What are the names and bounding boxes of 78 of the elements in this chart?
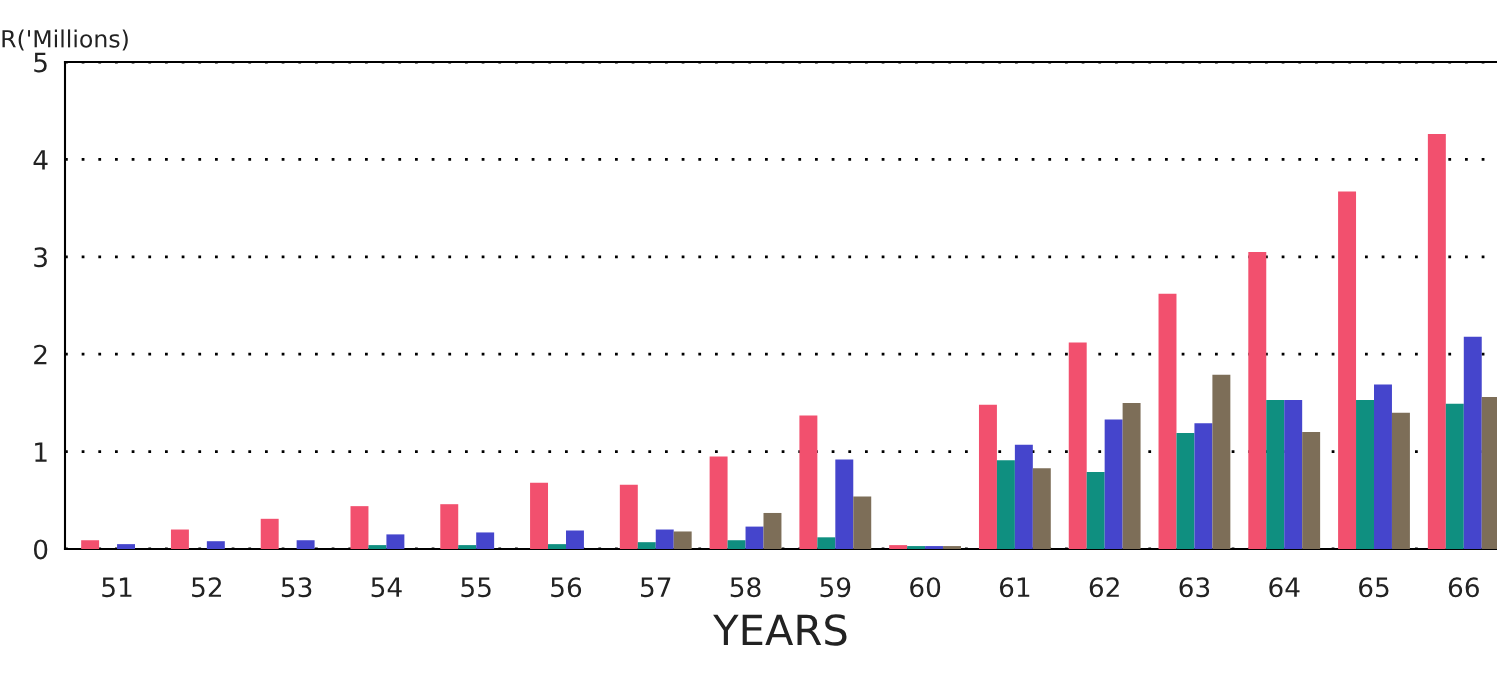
bar [799, 415, 818, 549]
bar [817, 537, 836, 549]
bar [1338, 191, 1357, 549]
y-tick-label: 1 [35, 442, 47, 462]
bar [1122, 402, 1141, 549]
bar [350, 506, 369, 549]
bar [476, 532, 495, 549]
bar [458, 545, 477, 549]
bar [1427, 134, 1446, 549]
bar [745, 526, 764, 549]
x-tick-label: 61 [999, 577, 1030, 598]
y-tick-label: 3 [34, 247, 47, 268]
bar [117, 544, 136, 549]
x-tick-label: 62 [1089, 577, 1119, 598]
y-axis-title: R('Millions) [2, 29, 128, 51]
x-tick-label: 58 [730, 577, 761, 598]
bar [889, 545, 908, 549]
x-tick-label: 52 [192, 577, 221, 598]
y-tick-label: 4 [33, 150, 48, 170]
bar [943, 546, 962, 549]
y-tick-label: 2 [34, 344, 47, 365]
x-tick-label: 56 [551, 577, 582, 598]
bar [1284, 399, 1303, 549]
bar [1391, 412, 1410, 549]
bar [296, 540, 315, 549]
x-tick-label: 63 [1179, 577, 1210, 598]
bar [673, 531, 692, 549]
bar [1068, 342, 1087, 549]
x-tick-label: 54 [371, 577, 402, 598]
bar [1194, 423, 1213, 549]
bar [1086, 472, 1105, 549]
bar [1176, 433, 1195, 549]
x-tick-label: 57 [641, 577, 671, 598]
x-tick-label: 66 [1448, 577, 1479, 598]
bar [260, 518, 279, 549]
x-tick-label: 55 [461, 577, 491, 598]
bar [1356, 399, 1374, 549]
bar [81, 540, 100, 549]
bar [709, 456, 728, 549]
bar [1032, 468, 1051, 549]
x-tick-label: 60 [910, 577, 941, 598]
bar [835, 459, 854, 549]
bar [925, 546, 944, 549]
y-tick-label: 5 [34, 52, 47, 73]
bar [1248, 251, 1267, 549]
bar [727, 540, 746, 549]
x-tick-label: 51 [102, 577, 132, 598]
x-tick-label: 64 [1269, 577, 1300, 598]
bar [1463, 336, 1482, 549]
bar [1374, 384, 1392, 549]
bar [548, 544, 566, 549]
bar [655, 529, 674, 549]
bar [978, 404, 997, 549]
bar [763, 512, 782, 549]
bar [440, 504, 459, 549]
bar [170, 529, 189, 549]
bar [907, 546, 926, 549]
x-axis-title: YEARS [713, 614, 847, 646]
bar [1014, 444, 1033, 549]
bar [386, 534, 405, 549]
bar [853, 496, 872, 549]
bar [368, 545, 387, 549]
bar [1158, 293, 1177, 549]
bar [637, 542, 656, 549]
bar [996, 460, 1015, 549]
bar [1302, 432, 1321, 549]
bar [1212, 374, 1231, 549]
x-tick-label: 59 [820, 577, 851, 598]
bar [1266, 399, 1285, 549]
bar [530, 482, 549, 549]
x-tick-label: 65 [1359, 577, 1389, 598]
bar [1104, 419, 1123, 549]
x-tick-label: 53 [281, 577, 312, 598]
bar [1445, 403, 1464, 549]
y-tick-label: 0 [33, 539, 48, 560]
bar [619, 484, 638, 549]
bar [565, 530, 584, 549]
bar [206, 541, 225, 549]
